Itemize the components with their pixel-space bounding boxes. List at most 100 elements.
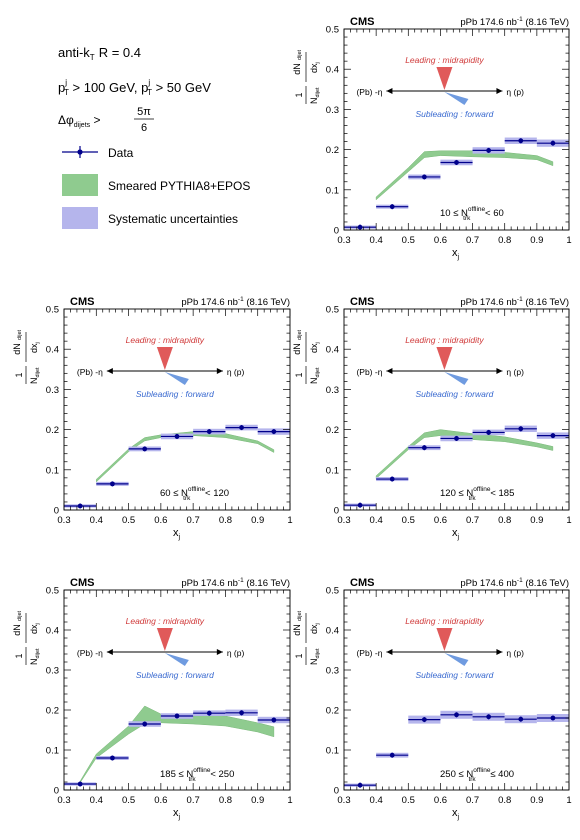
y-tick-label: 0.2 xyxy=(326,425,339,436)
x-tick-label: 0.3 xyxy=(337,795,350,806)
x-tick-label: 0.6 xyxy=(154,795,167,806)
y-tick-label: 0.5 xyxy=(326,586,339,597)
x-tick-label: 0.8 xyxy=(498,515,511,526)
data-point xyxy=(550,140,556,146)
rapidity-schematic: Leading : midrapidity (Pb) -η η (p) Sublead… xyxy=(356,616,524,680)
y-tick-label: 0 xyxy=(54,786,59,797)
energy-text: (8.16 TeV) xyxy=(244,297,290,308)
y-title-dn: dN xyxy=(12,624,22,636)
experiment-label: CMS xyxy=(70,577,94,589)
y-title-one: 1 xyxy=(14,653,24,658)
y-tick-label: 0.4 xyxy=(326,626,339,637)
x-tick-label: 0.4 xyxy=(90,795,103,806)
data-point xyxy=(110,755,115,761)
data-point xyxy=(486,714,492,720)
x-tick-label: 0.5 xyxy=(402,235,415,246)
plot-frame xyxy=(63,589,291,791)
subleading-jet-cone xyxy=(444,372,469,385)
schematic-left-label: (Pb) -η xyxy=(77,367,103,377)
legend-data-marker xyxy=(77,149,83,155)
data-point xyxy=(454,436,459,441)
data-point xyxy=(77,781,83,787)
x-tick-label: 0.7 xyxy=(187,515,200,526)
x-tick-label: 0.5 xyxy=(122,795,135,806)
legend-syst-label: Systematic uncertainties xyxy=(108,212,238,226)
y-title-one: 1 xyxy=(294,653,304,658)
y-axis-title: 1 Ndijet dN dijet dxj xyxy=(292,49,321,104)
chart-panel-5: 0.3 0.4 0.5 0.6 0.7 0.8 0.9 1 0 0.1 0.2 0.3 0.4 0.5 xj… xyxy=(292,577,572,821)
y-title-dx: dxj xyxy=(309,62,321,73)
y-tick-label: 0.3 xyxy=(326,666,339,677)
y-tick-label: 0.2 xyxy=(326,706,339,717)
leading-jet-cone xyxy=(436,347,453,370)
x-tick-label: 0.3 xyxy=(337,515,350,526)
y-tick-label: 0.1 xyxy=(46,465,59,476)
x-tick-label: 0.4 xyxy=(90,515,103,526)
y-tick-label: 0.2 xyxy=(46,425,59,436)
lumi-sup: -1 xyxy=(517,577,523,584)
axis-arrow-left xyxy=(106,368,113,374)
schematic-leading: Leading : midrapidity xyxy=(405,55,484,65)
y-title-dn: dN xyxy=(292,63,302,75)
x-axis-title-sub: j xyxy=(457,534,460,541)
y-title-dx-sub: j xyxy=(315,623,321,625)
axis-arrow-left xyxy=(106,649,113,655)
y-title-n-sub: dijet xyxy=(35,367,41,378)
data-point xyxy=(239,710,244,716)
energy-text: (8.16 TeV) xyxy=(523,578,569,589)
x-tick-label: 0.9 xyxy=(530,795,543,806)
bin-label-post: < 185 xyxy=(488,488,515,499)
y-title-dx: dxj xyxy=(29,342,41,353)
x-tick-label: 1 xyxy=(287,795,292,806)
x-axis-title: xj xyxy=(173,807,181,821)
data-point xyxy=(518,426,524,432)
bin-label-pre: 60 ≤ N xyxy=(160,488,188,499)
data-point xyxy=(421,717,427,722)
y-title-dx: dxj xyxy=(309,623,321,634)
axis-arrow-right xyxy=(216,368,223,374)
schematic-right-label: η (p) xyxy=(227,648,245,658)
y-tick-label: 0.4 xyxy=(46,345,59,356)
y-tick-label: 0.3 xyxy=(326,105,339,116)
bin-label-sub: trk xyxy=(468,776,476,783)
lumi-text: pPb 174.6 nb xyxy=(460,17,517,28)
legend-model-label: Smeared PYTHIA8+EPOS xyxy=(108,179,250,193)
model-band xyxy=(96,431,275,483)
y-title-dn: dN xyxy=(12,343,22,355)
schematic-subleading: Subleading : forward xyxy=(415,670,493,680)
y-title-n-sub: dijet xyxy=(315,367,321,378)
lumi-sup: -1 xyxy=(517,296,523,303)
x-tick-label: 0.4 xyxy=(370,235,383,246)
y-axis-title: 1 Ndijet dN dijet dxj xyxy=(292,610,321,665)
y-title-dx-sub: j xyxy=(315,62,321,64)
schematic-right-label: η (p) xyxy=(227,367,245,377)
data-point xyxy=(174,713,180,719)
x-axis-title-sub: j xyxy=(178,534,181,541)
y-title-n-sub: dijet xyxy=(315,648,321,659)
data-point xyxy=(518,138,524,144)
y-tick-label: 0.1 xyxy=(326,185,339,196)
y-tick-label: 0 xyxy=(334,506,339,517)
axis-arrow-left xyxy=(386,649,393,655)
x-tick-label: 0.4 xyxy=(370,515,383,526)
bin-label: 250 ≤ Noffline trk ≤ 400 xyxy=(440,767,514,783)
axis-arrow-left xyxy=(386,368,393,374)
axis-arrow-left xyxy=(386,88,393,94)
rapidity-schematic: Leading : midrapidity (Pb) -η η (p) Sublead… xyxy=(77,616,245,680)
bin-label-pre: 185 ≤ N xyxy=(160,769,193,780)
lumi-text: pPb 174.6 nb xyxy=(460,297,517,308)
x-tick-label: 0.9 xyxy=(251,795,264,806)
data-point xyxy=(486,430,492,435)
data-point xyxy=(486,148,492,153)
rapidity-schematic: Leading : midrapidity (Pb) -η η (p) Sublead… xyxy=(356,335,524,399)
data-point xyxy=(518,716,524,722)
energy-text: (8.16 TeV) xyxy=(523,17,569,28)
y-tick-label: 0.2 xyxy=(46,706,59,717)
y-tick-label: 0.4 xyxy=(326,65,339,76)
model-band xyxy=(79,705,275,784)
x-tick-label: 0.6 xyxy=(154,515,167,526)
x-tick-label: 0.8 xyxy=(219,795,232,806)
y-tick-label: 0 xyxy=(334,786,339,797)
data-point xyxy=(421,174,427,180)
